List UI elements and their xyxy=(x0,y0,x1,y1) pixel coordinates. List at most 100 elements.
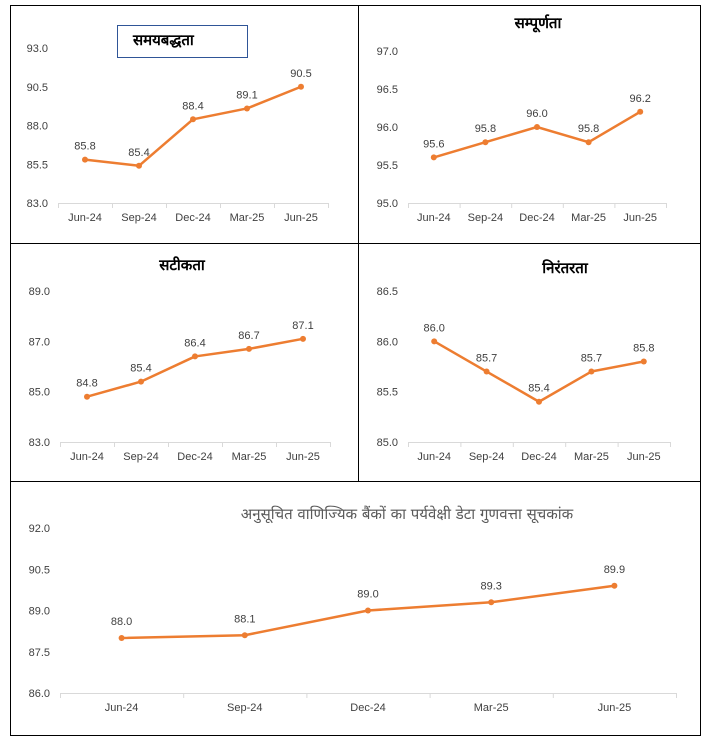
data-point xyxy=(82,156,88,163)
x-tick-label: Jun-24 xyxy=(417,451,451,463)
x-tick-label: Mar-25 xyxy=(230,212,265,224)
data-point xyxy=(611,582,618,589)
data-point xyxy=(585,139,592,146)
data-label: 88.1 xyxy=(234,613,255,625)
y-tick-label: 83.0 xyxy=(27,198,48,210)
x-tick-label: Sep-24 xyxy=(227,702,262,714)
y-tick-label: 85.5 xyxy=(27,159,48,171)
data-label: 96.2 xyxy=(629,93,650,105)
x-tick-label: Jun-25 xyxy=(284,212,318,224)
data-label: 88.0 xyxy=(111,616,132,628)
y-tick-label: 93.0 xyxy=(27,43,48,55)
y-tick-label: 89.0 xyxy=(29,286,50,298)
y-tick-label: 87.5 xyxy=(29,647,50,659)
data-point xyxy=(84,393,90,400)
data-point xyxy=(118,635,125,641)
chart-title: सटीकता xyxy=(158,256,206,274)
data-label: 86.0 xyxy=(423,322,444,334)
x-tick-label: Dec-24 xyxy=(521,451,556,463)
data-label: 86.4 xyxy=(184,337,205,349)
data-point xyxy=(536,398,542,405)
y-tick-label: 95.5 xyxy=(377,160,398,172)
data-label: 88.4 xyxy=(182,100,203,112)
x-tick-label: Dec-24 xyxy=(175,212,210,224)
y-tick-label: 86.0 xyxy=(377,336,398,348)
data-point xyxy=(190,116,196,123)
data-point xyxy=(246,345,252,352)
data-point xyxy=(588,368,595,375)
data-label: 85.8 xyxy=(74,141,95,153)
y-tick-label: 88.0 xyxy=(27,121,48,133)
x-tick-label: Mar-25 xyxy=(474,702,509,714)
y-tick-label: 89.0 xyxy=(29,606,50,618)
x-tick-label: Jun-25 xyxy=(286,451,320,463)
data-label: 86.7 xyxy=(238,330,259,342)
data-label: 84.8 xyxy=(76,378,97,390)
x-tick-label: Sep-24 xyxy=(469,451,504,463)
data-label: 89.0 xyxy=(357,589,378,601)
panel-border-2 xyxy=(358,5,701,244)
x-tick-label: Jun-24 xyxy=(70,451,104,463)
data-label: 85.7 xyxy=(581,353,602,365)
data-point xyxy=(637,108,644,115)
data-label: 89.9 xyxy=(604,564,625,576)
data-label: 85.4 xyxy=(128,147,149,159)
y-tick-label: 85.0 xyxy=(377,437,398,449)
y-tick-label: 96.0 xyxy=(377,122,398,134)
x-tick-label: Jun-25 xyxy=(627,451,661,463)
y-tick-label: 92.0 xyxy=(29,523,50,535)
chart-title: समयबद्धता xyxy=(132,31,195,49)
panel-border-4 xyxy=(358,243,701,482)
y-tick-label: 86.0 xyxy=(29,688,50,700)
x-tick-label: Mar-25 xyxy=(232,451,267,463)
x-tick-label: Sep-24 xyxy=(123,451,158,463)
chart-title: सम्पूर्णता xyxy=(514,14,563,33)
x-tick-label: Jun-25 xyxy=(598,702,632,714)
panel-border-5 xyxy=(10,481,701,736)
data-label: 87.1 xyxy=(292,320,313,332)
data-point xyxy=(488,599,495,606)
data-label: 85.4 xyxy=(130,363,151,375)
y-tick-label: 95.0 xyxy=(377,198,398,210)
chart-5: अनुसूचित वाणिज्यिक बैंकों का पर्यवेक्षी … xyxy=(29,505,677,714)
data-label: 95.8 xyxy=(475,123,496,135)
x-tick-label: Mar-25 xyxy=(574,451,609,463)
data-point xyxy=(192,353,198,360)
x-tick-label: Jun-24 xyxy=(68,212,102,224)
data-point xyxy=(136,162,142,169)
data-label: 96.0 xyxy=(526,108,547,120)
data-label: 89.1 xyxy=(236,89,257,101)
y-tick-label: 90.5 xyxy=(27,82,48,94)
x-tick-label: Mar-25 xyxy=(571,212,606,224)
data-point xyxy=(482,139,489,146)
data-point xyxy=(430,154,437,161)
data-label: 95.6 xyxy=(423,138,444,150)
data-label: 85.7 xyxy=(476,353,497,365)
chart-4: निरंतरता 85.0 85.5 86.0 86.5 Jun-24 Sep-24 Dec-… xyxy=(377,259,671,463)
chart-2: सम्पूर्णता 95.0 95.5 96.0 96.5 97.0 Jun-24 Sep-… xyxy=(377,14,667,224)
x-tick-label: Sep-24 xyxy=(468,212,503,224)
data-point xyxy=(138,378,144,385)
data-point xyxy=(640,358,647,365)
chart-title: अनुसूचित वाणिज्यिक बैंकों का पर्यवेक्षी … xyxy=(241,505,574,524)
data-point xyxy=(241,632,248,639)
chart-title-box xyxy=(117,25,248,58)
y-tick-label: 97.0 xyxy=(377,46,398,58)
x-tick-label: Jun-24 xyxy=(105,702,139,714)
chart-3: सटीकता 83.0 85.0 87.0 89.0 Jun-24 Sep-24 Dec-24… xyxy=(29,256,331,463)
y-tick-label: 85.5 xyxy=(377,387,398,399)
chart-title: निरंतरता xyxy=(541,259,589,277)
data-point xyxy=(298,83,304,90)
y-tick-label: 83.0 xyxy=(29,437,50,449)
data-point xyxy=(483,368,490,375)
y-tick-label: 90.5 xyxy=(29,564,50,576)
x-tick-label: Dec-24 xyxy=(350,702,385,714)
data-point xyxy=(244,105,250,112)
data-point xyxy=(300,335,306,342)
data-point xyxy=(431,338,438,345)
y-tick-label: 85.0 xyxy=(29,387,50,399)
chart-1: समयबद्धता 83.0 85.5 88.0 90.5 93.0 Jun-24 Sep-2… xyxy=(27,25,329,224)
data-label: 90.5 xyxy=(290,68,311,80)
